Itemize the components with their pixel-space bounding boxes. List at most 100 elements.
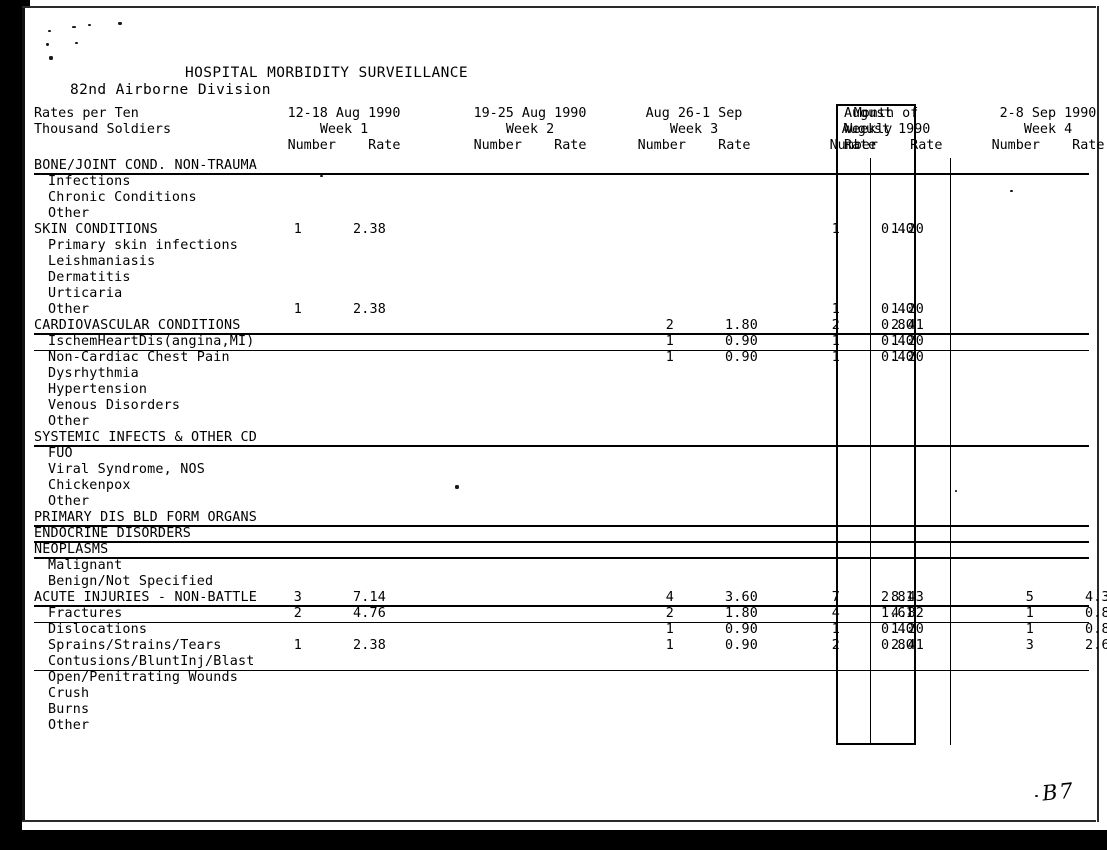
cell-w3n: 2 [665,318,674,333]
page-border-top [22,6,1096,8]
table-section-row: SYSTEMIC INFECTS & OTHER CD [34,430,1089,447]
table-row: Leishmaniasis [34,254,1089,270]
table-row: Burns [34,702,1089,718]
cell-w3r: 0.90 [724,638,758,653]
row-label: Other [48,494,90,509]
column-header-augwkly: August Weekly Rate [840,106,920,154]
column-header-line2: Week 2 [505,122,555,137]
column-header-subcols: Number Rate [829,138,943,153]
cell-w1r: 2.38 [352,638,386,653]
table-row: Viral Syndrome, NOS [34,462,1089,478]
row-label: Leishmaniasis [48,254,156,269]
table-body: BONE/JOINT COND. NON-TRAUMA Infections Chr… [34,158,1107,734]
scan-speckle [118,22,122,25]
table-section-row: ACUTE INJURIES - NON-BATTLE 3 7.14 4 3.60 7 8.… [34,590,1107,607]
row-label: Non-Cardiac Chest Pain [48,350,230,365]
cell-w3r: 0.90 [724,350,758,365]
column-header-line1: 2-8 Sep 1990 [999,106,1097,121]
column-header-line1: August [844,106,893,121]
table-row: Benign/Not Specified [34,574,1089,590]
document-page [22,6,1096,822]
table-row: Hypertension [34,382,1089,398]
cell-w1n: 1 [293,302,302,317]
row-label: BONE/JOINT COND. NON-TRAUMA [34,158,258,173]
table-row: Primary skin infections [34,238,1089,254]
cell-w3n: 1 [665,638,674,653]
cell-awr: 0.40 [880,222,914,237]
column-header-line1: Aug 26-1 Sep [645,106,743,121]
table-row: Non-Cardiac Chest Pain 1 0.90 1 1.20 0.40 [34,350,1089,366]
scan-speckle [46,43,49,46]
cell-w4r: 0.88 [1084,606,1107,621]
page-border-right [1097,6,1099,822]
cell-w3n: 1 [665,334,674,349]
row-label: CARDIOVASCULAR CONDITIONS [34,318,241,333]
scan-speckle [75,42,78,44]
cell-mn: 4 [831,606,840,621]
unit-subtitle: 82nd Airborne Division [70,82,271,98]
row-label: ENDOCRINE DISORDERS [34,526,191,541]
table-section-row: SKIN CONDITIONS 1 2.38 1 1.20 0.40 [34,222,1089,238]
row-label: Chickenpox [48,478,131,493]
column-header-line2: Week 3 [669,122,719,137]
row-label: Chronic Conditions [48,190,197,205]
row-label: NEOPLASMS [34,542,109,557]
scan-speckle [49,56,53,60]
row-label: Other [48,206,90,221]
cell-awr: 0.80 [880,318,914,333]
row-label: Infections [48,174,131,189]
cell-mn: 1 [831,350,840,365]
column-header-week1: 12-18 Aug 1990 Week 1 Number Rate [234,106,454,154]
cell-w1r: 7.14 [352,590,386,605]
column-header-line2: Week 1 [319,122,369,137]
scan-speckle [1010,190,1013,192]
row-label: Other [48,302,90,317]
cell-mn: 1 [831,222,840,237]
row-label: Venous Disorders [48,398,181,413]
table-row: Chronic Conditions [34,190,1089,206]
column-header-line2: Weekly [844,122,893,137]
table-row: Sprains/Strains/Tears 1 2.38 1 0.90 2 2.41 0.80… [34,638,1107,654]
cell-w1n: 2 [293,606,302,621]
column-header-week3: Aug 26-1 Sep Week 3 Number Rate [584,106,804,154]
page-title: HOSPITAL MORBIDITY SURVEILLANCE [185,65,469,81]
table-row: Other [34,494,1089,510]
cell-awr: 0.40 [880,350,914,365]
table-row: Chickenpox [34,478,1089,494]
column-header-subcols: Number Rate [991,138,1105,153]
cell-w1n: 1 [293,222,302,237]
cell-awr: 0.40 [880,302,914,317]
cell-w3n: 4 [665,590,674,605]
table-row: Infections [34,174,1089,190]
table-row: Crush [34,686,1089,702]
table-row: Other [34,718,1089,734]
scan-speckle [72,26,76,28]
column-header-subcols: Number Rate [287,138,401,153]
row-label: Viral Syndrome, NOS [48,462,205,477]
handwritten-page-mark: B7 [1041,778,1077,806]
row-label: Benign/Not Specified [48,574,214,589]
scan-speckle [455,485,459,489]
cell-w3n: 1 [665,622,674,637]
cell-awr: 0.80 [880,638,914,653]
row-label: Urticaria [48,286,123,301]
cell-mn: 1 [831,302,840,317]
cell-w3r: 3.60 [724,590,758,605]
row-label: Sprains/Strains/Tears [48,638,222,653]
column-header-subcols: Number Rate [637,138,751,153]
row-label: Contusions/BluntInj/Blast [48,654,255,669]
table-row: Urticaria [34,286,1089,302]
table-row: Other 1 2.38 1 1.20 0.40 [34,302,1089,318]
row-label: SKIN CONDITIONS [34,222,158,237]
table-row: Contusions/BluntInj/Blast [34,654,1089,671]
row-label: Fractures [48,606,123,621]
cell-awr: 2.81 [880,590,914,605]
cell-w3n: 2 [665,606,674,621]
cell-w1r: 2.38 [352,302,386,317]
row-label: Other [48,414,90,429]
row-label: Dermatitis [48,270,131,285]
stub-header: Rates per Ten Thousand Soldiers [34,106,172,137]
cell-w3r: 1.80 [724,318,758,333]
cell-w3r: 1.80 [724,606,758,621]
